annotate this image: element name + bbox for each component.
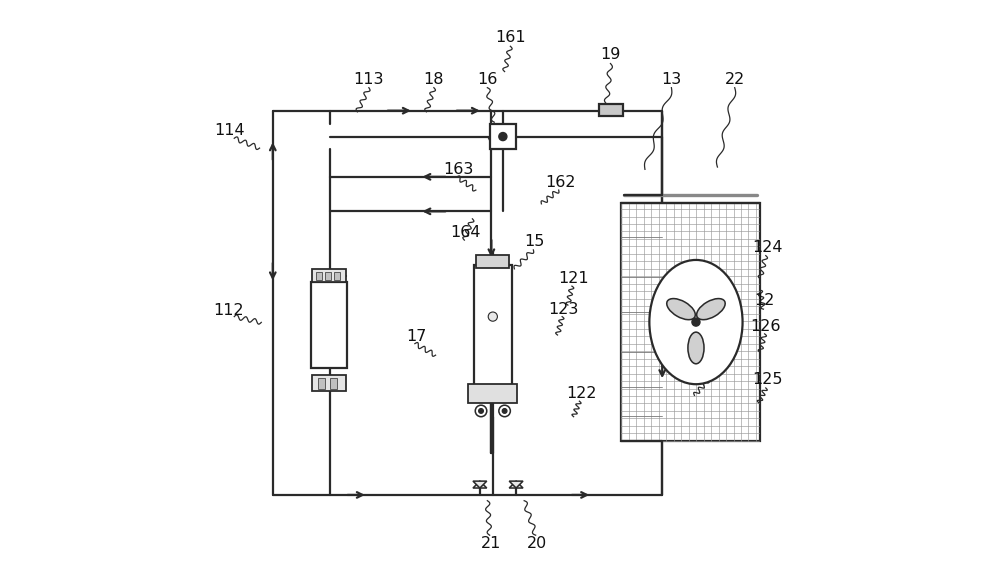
Ellipse shape	[667, 299, 695, 320]
Circle shape	[479, 409, 483, 413]
Text: 122: 122	[566, 386, 597, 401]
Bar	[476, 255, 509, 268]
Text: 121: 121	[558, 271, 589, 286]
Ellipse shape	[688, 332, 704, 364]
Circle shape	[499, 132, 507, 140]
Text: 161: 161	[495, 29, 526, 45]
Text: 112: 112	[213, 303, 244, 318]
Circle shape	[488, 312, 497, 321]
Circle shape	[499, 405, 510, 417]
Polygon shape	[473, 481, 487, 488]
Text: 22: 22	[725, 72, 745, 87]
Polygon shape	[509, 481, 523, 488]
Bar	[312, 269, 346, 282]
Text: 113: 113	[354, 72, 384, 87]
Ellipse shape	[697, 299, 725, 320]
Bar	[334, 272, 340, 280]
Text: 12: 12	[754, 293, 775, 308]
Text: 114: 114	[214, 123, 245, 138]
Bar	[325, 272, 331, 280]
Bar	[330, 378, 337, 388]
Circle shape	[692, 318, 700, 326]
Text: 162: 162	[545, 175, 576, 190]
Ellipse shape	[649, 260, 743, 384]
Bar	[490, 124, 516, 149]
Circle shape	[475, 405, 487, 417]
Text: 163: 163	[443, 162, 474, 177]
Text: 123: 123	[548, 302, 578, 317]
Text: 21: 21	[481, 536, 502, 551]
Bar	[318, 378, 325, 388]
Text: 17: 17	[406, 329, 427, 344]
Text: 11: 11	[328, 332, 348, 347]
Text: 14: 14	[700, 365, 720, 380]
Text: 125: 125	[752, 372, 783, 387]
Text: 15: 15	[524, 234, 545, 249]
Circle shape	[502, 409, 507, 413]
Bar	[311, 282, 347, 368]
Bar	[468, 384, 517, 403]
Text: 13: 13	[661, 72, 682, 87]
Bar	[474, 265, 512, 386]
Text: 19: 19	[600, 47, 621, 62]
Text: 18: 18	[424, 72, 444, 87]
Text: 111: 111	[317, 375, 347, 390]
Bar	[316, 272, 322, 280]
Polygon shape	[509, 481, 523, 488]
Polygon shape	[473, 481, 487, 488]
Bar	[312, 375, 346, 391]
Bar	[599, 105, 623, 116]
Text: 164: 164	[450, 225, 481, 240]
Bar	[621, 203, 760, 442]
Text: 124: 124	[752, 240, 783, 255]
Text: 126: 126	[751, 319, 781, 334]
Text: 20: 20	[527, 536, 548, 551]
Text: 16: 16	[477, 72, 498, 87]
